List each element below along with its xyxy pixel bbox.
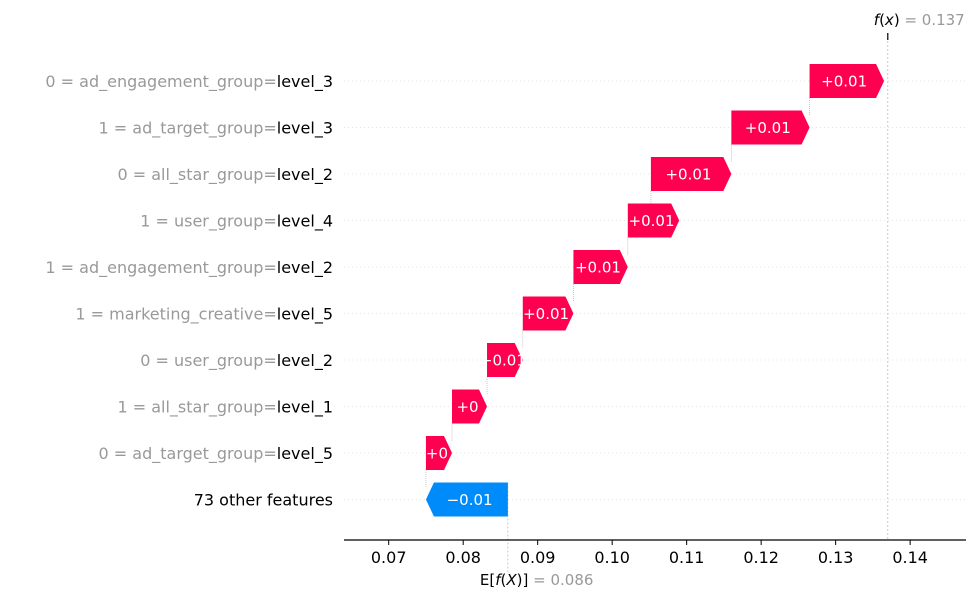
bar-value-label: +0.01 (480, 352, 526, 370)
feature-level: level_2 (277, 165, 333, 185)
x-tick-label: 0.14 (892, 548, 928, 567)
feature-eq: = (56, 258, 80, 277)
bar-all-star-group (650, 157, 732, 191)
bar-value-label: −0.01 (447, 491, 493, 509)
feature-label: 1 = all_star_group=level_1 (117, 398, 333, 418)
final-eq: = (900, 11, 922, 29)
bar-marketing-creative (522, 296, 574, 331)
feature-level: level_1 (277, 398, 333, 418)
x-tick-label: 0.13 (818, 548, 854, 567)
final-paren-open: ( (879, 11, 885, 29)
feature-value: 0 (45, 72, 55, 91)
bar-user-group (627, 203, 680, 238)
feature-name: 73 other features (194, 491, 333, 510)
base-value-annotation: E[f(X)] = 0.086 (480, 571, 594, 589)
feature-eq: = (109, 119, 133, 138)
feature-value: 1 (45, 258, 55, 277)
bar-value-label: +0.01 (629, 212, 675, 230)
x-axis: 0.07 0.08 0.09 0.10 0.11 0.12 0.13 0.14 (344, 539, 966, 567)
feature-key: all_star_group= (151, 165, 277, 185)
bar-all-star-group (452, 389, 488, 424)
feature-label: 0 = all_star_group=level_2 (117, 165, 333, 185)
feature-level: level_2 (277, 351, 333, 371)
feature-key: marketing_creative= (109, 305, 277, 325)
bar-value-label: +0.01 (745, 119, 791, 137)
feature-level: level_3 (277, 119, 333, 139)
feature-value: 1 (75, 305, 85, 324)
feature-eq: = (128, 165, 152, 184)
feature-level: level_2 (277, 258, 333, 278)
final-x: x (884, 11, 894, 29)
base-f: f (495, 571, 503, 589)
bar-value-label: +0.01 (575, 259, 621, 277)
x-tick-label: 0.08 (445, 548, 481, 567)
final-f: f (874, 11, 882, 29)
feature-value: 1 (99, 119, 109, 138)
feature-key: all_star_group= (151, 398, 277, 418)
feature-value: 0 (140, 351, 150, 370)
feature-label: 0 = user_group=level_2 (140, 351, 333, 371)
bar-ad-target-group (731, 110, 810, 145)
final-value: 0.137 (922, 11, 965, 29)
bar-73-other-features (425, 482, 508, 517)
feature-value: 1 (117, 398, 127, 417)
base-paren-open: ( (501, 571, 507, 589)
feature-eq: = (150, 351, 174, 370)
bar-user-group (487, 343, 523, 377)
bars (425, 64, 885, 517)
feature-value: 0 (117, 165, 127, 184)
bar-value-label: +0 (456, 398, 478, 416)
feature-label: 0 = ad_engagement_group=level_3 (45, 72, 333, 92)
feature-label: 0 = ad_target_group=level_5 (99, 444, 333, 464)
feature-key: ad_target_group= (132, 119, 276, 139)
base-x: X (505, 571, 517, 589)
feature-level: level_4 (277, 212, 333, 232)
feature-label: 73 other features (194, 491, 333, 510)
feature-key: ad_engagement_group= (79, 258, 277, 278)
feature-level: level_5 (277, 444, 333, 464)
feature-labels: 0 = ad_engagement_group=level_31 = ad_ta… (45, 72, 333, 510)
feature-eq: = (128, 398, 152, 417)
bar-connectors (425, 98, 810, 488)
final-value-annotation: f(x) = 0.137 (874, 11, 965, 29)
feature-key: user_group= (174, 351, 277, 371)
feature-key: user_group= (174, 212, 277, 232)
x-tick-label: 0.12 (743, 548, 779, 567)
feature-label: 1 = user_group=level_4 (140, 212, 333, 232)
feature-key: ad_target_group= (132, 444, 276, 464)
feature-label: 1 = ad_engagement_group=level_2 (45, 258, 333, 278)
bar-value-label: +0.01 (523, 305, 569, 323)
base-close: )] (517, 571, 529, 589)
reference-lines (507, 33, 889, 572)
bar-labels: +0.01 +0.01 +0.01 +0.01 +0.01 +0.01 +0.01 +0 +0 −… (426, 73, 867, 510)
feature-level: level_3 (277, 72, 333, 92)
x-tick-label: 0.09 (520, 548, 556, 567)
feature-eq: = (56, 72, 80, 91)
base-value: 0.086 (550, 571, 593, 589)
base-eq: = (528, 571, 550, 589)
x-tick-label: 0.10 (594, 548, 630, 567)
feature-eq: = (150, 212, 174, 231)
bar-ad-engagement-group (809, 64, 885, 98)
feature-eq: = (109, 444, 133, 463)
feature-key: ad_engagement_group= (79, 72, 277, 92)
feature-eq: = (86, 305, 110, 324)
base-e: E[ (480, 571, 495, 589)
feature-value: 1 (140, 212, 150, 231)
feature-label: 1 = ad_target_group=level_3 (99, 119, 333, 139)
bar-ad-engagement-group (573, 250, 628, 284)
feature-label: 1 = marketing_creative=level_5 (75, 305, 333, 325)
x-tick-label: 0.07 (371, 548, 407, 567)
feature-value: 0 (99, 444, 109, 463)
bar-value-label: +0.01 (821, 73, 867, 91)
x-tick-label: 0.11 (669, 548, 705, 567)
bar-value-label: +0 (426, 445, 448, 463)
bar-ad-target-group (425, 436, 453, 470)
bar-value-label: +0.01 (665, 166, 711, 184)
final-paren-close: ) (894, 11, 900, 29)
feature-level: level_5 (277, 305, 333, 325)
